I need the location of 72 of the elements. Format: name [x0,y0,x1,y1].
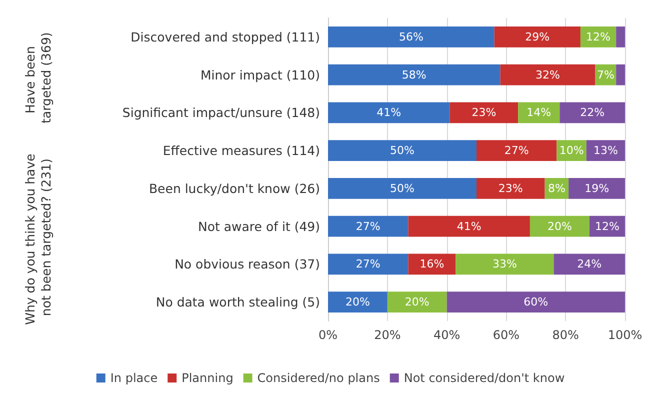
data-label: 27% [356,220,380,233]
data-label: 27% [356,258,380,271]
data-label: 10% [559,144,584,158]
y-tick-label: Effective measures (114) [162,143,320,158]
bar [476,178,545,199]
bar [328,178,476,199]
text: Have been targeted (369) [22,32,54,124]
data-label: 41% [456,220,482,233]
data-label: 7% [596,68,614,82]
legend-label: Planning [182,371,234,385]
y-tick-label: Been lucky/don't know (26) [148,180,320,196]
bar [328,254,408,275]
data-label: 19% [584,182,610,195]
data-label: 12% [594,220,620,233]
x-tick-label: 0% [318,328,338,342]
bar [554,254,625,275]
y-tick-label: Minor impact (110) [200,67,320,82]
data-label: 23% [498,182,523,195]
bar [328,64,500,86]
y-tick-label: Discovered and stopped (111) [130,29,320,44]
data-label: 12% [586,30,610,44]
bar [328,26,494,48]
data-label: 50% [390,182,414,195]
legend-label: In place [110,371,158,385]
data-label: 29% [525,30,550,44]
data-label: 33% [492,258,517,271]
y-tick-label: Significant impact/unsure (148) [122,105,320,120]
bar [616,26,625,48]
data-label: 8% [548,182,566,195]
bar [408,216,530,237]
data-label: 41% [376,106,402,120]
bar [560,102,625,124]
data-label: 56% [398,30,424,44]
bar [328,140,476,161]
data-label: 58% [402,68,426,82]
y-tick-label: No obvious reason (37) [174,256,320,272]
bar [494,26,580,48]
bar [446,292,625,312]
bar [328,102,450,124]
bar [568,178,625,199]
bar [500,64,596,86]
data-label: 60% [524,296,548,309]
x-tick-label: 40% [433,328,460,342]
x-tick-label: 60% [492,328,520,342]
y-tick-label: Not aware of it (49) [198,218,320,234]
data-label: 32% [536,68,560,82]
data-label: 13% [593,144,618,158]
data-label: 22% [580,106,605,120]
bar [450,102,518,124]
x-tick-label: 80% [552,328,579,342]
data-label: 27% [504,144,529,158]
data-label: 20% [404,296,430,309]
y-tick-label: No data worth stealing (5) [156,294,320,310]
data-label: 23% [472,106,496,120]
bar [328,216,408,237]
x-tick-label: 100% [608,328,642,342]
bar [387,292,447,312]
data-label: 24% [577,258,602,271]
legend-label: Not considered/don't know [404,371,565,385]
x-tick-label: 20% [374,328,401,342]
bar [616,64,625,86]
data-label: 16% [420,258,444,271]
bar [476,140,557,161]
bar [530,216,590,237]
bar [456,254,554,275]
bar [328,292,388,312]
data-label: 50% [390,144,414,158]
data-label: 20% [345,296,370,309]
data-label: 14% [526,106,552,120]
text: Why do you think you have not been targeted? (231) [22,150,54,325]
data-label: 20% [547,220,572,233]
legend-label: Considered/no plans [257,371,380,385]
